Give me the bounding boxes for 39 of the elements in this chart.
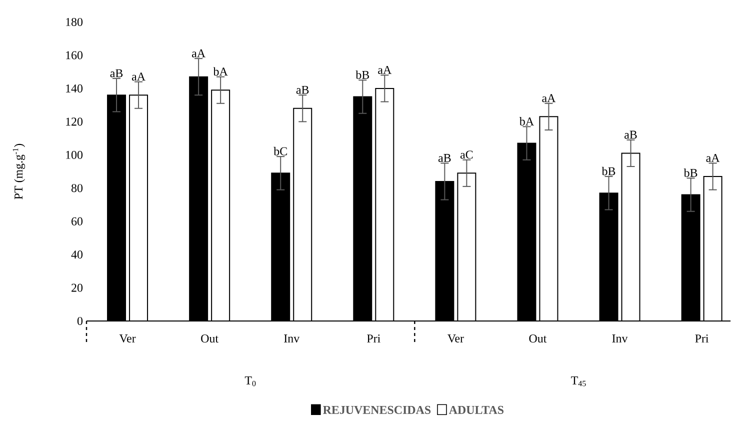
y-tick-label: 180 — [66, 18, 83, 26]
y-tick-label: 100 — [66, 150, 83, 159]
data-label: bA — [213, 67, 228, 76]
y-tick-label: 40 — [71, 250, 83, 259]
x-tick-label: Out — [201, 334, 218, 343]
legend-label: REJUVENESCIDAS — [322, 406, 431, 414]
y-axis-title: PT (mg.g$^{-1}$) — [12, 144, 26, 200]
data-label: aA — [542, 94, 556, 102]
data-label: bB — [356, 70, 370, 79]
data-label: aA — [378, 66, 392, 74]
data-label: bB — [602, 166, 616, 176]
x-tick-label: Out — [529, 334, 547, 343]
data-label: bB — [684, 168, 698, 177]
x-tick-label: Pri — [695, 334, 709, 342]
y-tick-label: 160 — [66, 51, 83, 60]
data-label: aA — [192, 49, 206, 58]
legend-label: ADULTAS — [448, 406, 504, 414]
data-label: aB — [624, 130, 637, 139]
y-tick-label: 120 — [66, 118, 83, 126]
x-tick-label: Ver — [448, 334, 464, 343]
data-label: bC — [274, 146, 287, 156]
y-tick-label: 0 — [77, 316, 83, 326]
y-tick-label: 20 — [72, 284, 83, 292]
data-label: aA — [706, 154, 720, 162]
data-label: aB — [296, 86, 309, 94]
data-label: aB — [438, 154, 451, 162]
x-tick-label: Pri — [367, 334, 380, 342]
data-label: aA — [132, 72, 146, 81]
text: T$_{0}$ — [244, 376, 256, 386]
y-tick-label: 140 — [66, 84, 83, 92]
text: T$_{45}$ — [571, 376, 586, 386]
data-label: bA — [519, 117, 534, 126]
x-tick-label: Inv — [284, 334, 300, 342]
data-label: aB — [110, 69, 123, 78]
x-tick-label: Inv — [612, 334, 628, 342]
data-label: aC — [460, 150, 473, 159]
x-tick-label: Ver — [119, 334, 136, 343]
y-tick-label: 80 — [71, 184, 83, 192]
y-tick-label: 60 — [72, 217, 83, 226]
